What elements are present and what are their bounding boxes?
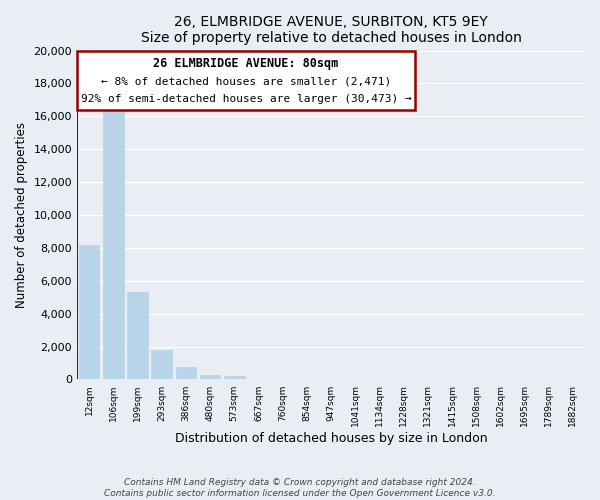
X-axis label: Distribution of detached houses by size in London: Distribution of detached houses by size …: [175, 432, 487, 445]
Text: ← 8% of detached houses are smaller (2,471): ← 8% of detached houses are smaller (2,4…: [101, 76, 391, 86]
Bar: [224, 376, 245, 380]
Bar: [151, 350, 172, 380]
Title: 26, ELMBRIDGE AVENUE, SURBITON, KT5 9EY
Size of property relative to detached ho: 26, ELMBRIDGE AVENUE, SURBITON, KT5 9EY …: [140, 15, 521, 45]
Bar: [176, 367, 196, 380]
Y-axis label: Number of detached properties: Number of detached properties: [15, 122, 28, 308]
Bar: [79, 244, 100, 380]
Bar: [127, 292, 148, 380]
Bar: [200, 374, 220, 380]
Text: 92% of semi-detached houses are larger (30,473) →: 92% of semi-detached houses are larger (…: [80, 94, 412, 104]
FancyBboxPatch shape: [77, 50, 415, 110]
Bar: [103, 108, 124, 380]
Text: 26 ELMBRIDGE AVENUE: 80sqm: 26 ELMBRIDGE AVENUE: 80sqm: [154, 57, 338, 70]
Text: Contains HM Land Registry data © Crown copyright and database right 2024.
Contai: Contains HM Land Registry data © Crown c…: [104, 478, 496, 498]
